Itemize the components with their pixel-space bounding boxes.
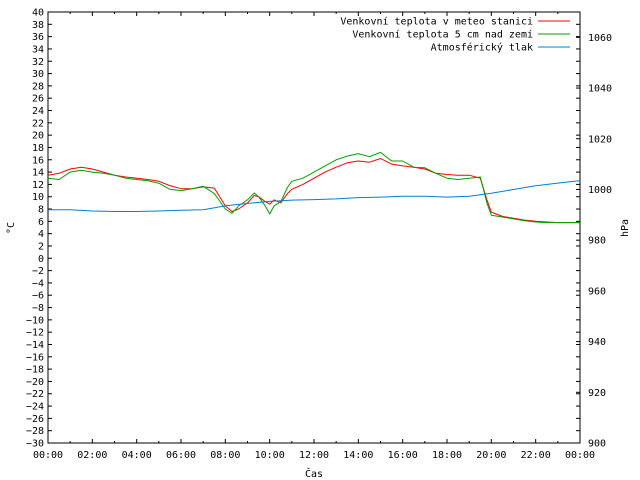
- y-tick-label: 36: [32, 32, 44, 43]
- y-tick-label: −22: [26, 389, 44, 400]
- y-tick-label: −16: [26, 352, 44, 363]
- y-tick-label: 4: [38, 229, 44, 240]
- y-tick-label: −8: [32, 303, 44, 314]
- y2-tick-label: 920: [588, 388, 606, 399]
- y-tick-label: −28: [26, 426, 44, 437]
- x-tick-label: 18:00: [432, 450, 462, 461]
- y-tick-label: −6: [32, 291, 44, 302]
- x-tick-label: 16:00: [388, 450, 418, 461]
- y-tick-label: 0: [38, 254, 44, 265]
- y-tick-label: 28: [32, 81, 44, 92]
- y-tick-label: 30: [32, 69, 44, 80]
- y2-tick-label: 1040: [588, 84, 612, 95]
- y-tick-label: 40: [32, 8, 44, 19]
- y-tick-label: −10: [26, 315, 44, 326]
- y2-tick-label: 1000: [588, 185, 612, 196]
- x-tick-label: 12:00: [299, 450, 329, 461]
- x-tick-label: 00:00: [565, 450, 595, 461]
- y-tick-label: 24: [32, 106, 44, 117]
- y-tick-label: 32: [32, 57, 44, 68]
- series-line-3: [48, 180, 581, 212]
- legend: Venkovní teplota v meteo staniciVenkovní…: [340, 16, 570, 54]
- x-tick-label: 06:00: [166, 450, 196, 461]
- y-tick-label: 26: [32, 94, 44, 105]
- y2-tick-label: 980: [588, 236, 606, 247]
- y-tick-label: 18: [32, 143, 44, 154]
- x-axis-label: Čas: [305, 467, 323, 480]
- y-tick-label: 2: [38, 241, 44, 252]
- y-tick-label: −18: [26, 365, 44, 376]
- x-tick-label: 00:00: [33, 450, 63, 461]
- series-lines: [47, 151, 581, 224]
- x-tick-label: 02:00: [77, 450, 107, 461]
- y2-tick-label: 960: [588, 286, 606, 297]
- series-line-2: [47, 151, 580, 224]
- legend-label-1: Venkovní teplota v meteo stanici: [340, 16, 533, 28]
- y-tick-label: 38: [32, 20, 44, 31]
- y-tick-label: 8: [38, 205, 44, 216]
- y-tick-label: −14: [26, 340, 44, 351]
- x-tick-label: 20:00: [476, 450, 506, 461]
- x-tick-label: 14:00: [343, 450, 373, 461]
- y-tick-label: −24: [26, 402, 44, 413]
- y-tick-label: 22: [32, 118, 44, 129]
- y-tick-label: −2: [32, 266, 44, 277]
- y2-tick-label: 940: [588, 337, 606, 348]
- legend-label-2: Venkovní teplota 5 cm nad zemí: [352, 29, 533, 41]
- x-axis-ticks: 00:00 02:00 04:00 06:00 08:00 10:00 12:00 14:00…: [33, 12, 595, 461]
- y2-tick-label: 1060: [588, 33, 612, 44]
- y2-axis-label: hPa: [620, 219, 631, 237]
- y-tick-label: −12: [26, 328, 44, 339]
- y-tick-label: 20: [32, 131, 44, 142]
- y-tick-label: −26: [26, 414, 44, 425]
- x-tick-label: 08:00: [210, 450, 240, 461]
- y-tick-label: 10: [32, 192, 44, 203]
- x-tick-label: 04:00: [122, 450, 152, 461]
- y2-tick-label: 1020: [588, 134, 612, 145]
- x-tick-label: 10:00: [255, 450, 285, 461]
- y2-tick-label: 900: [588, 439, 606, 450]
- y-tick-label: 14: [32, 168, 44, 179]
- x-tick-label: 22:00: [521, 450, 551, 461]
- plot-frame: [47, 11, 581, 444]
- y-tick-label: −30: [26, 439, 44, 450]
- y-tick-label: 6: [38, 217, 44, 228]
- left-axis-ticks: 4038363432302826242220181614121086420−2−…: [26, 8, 580, 450]
- y-tick-label: 34: [32, 44, 44, 55]
- right-axis-ticks: 1060 1040 1020 1000 980 960 940 920 900: [576, 33, 612, 450]
- series-line-1: [47, 158, 580, 224]
- y-tick-label: −4: [32, 278, 44, 289]
- y-tick-label: 12: [32, 180, 44, 191]
- y-tick-label: −20: [26, 377, 44, 388]
- y-axis-label: °C: [6, 222, 17, 234]
- y-tick-label: 16: [32, 155, 44, 166]
- legend-label-3: Atmosférický tlak: [431, 42, 533, 54]
